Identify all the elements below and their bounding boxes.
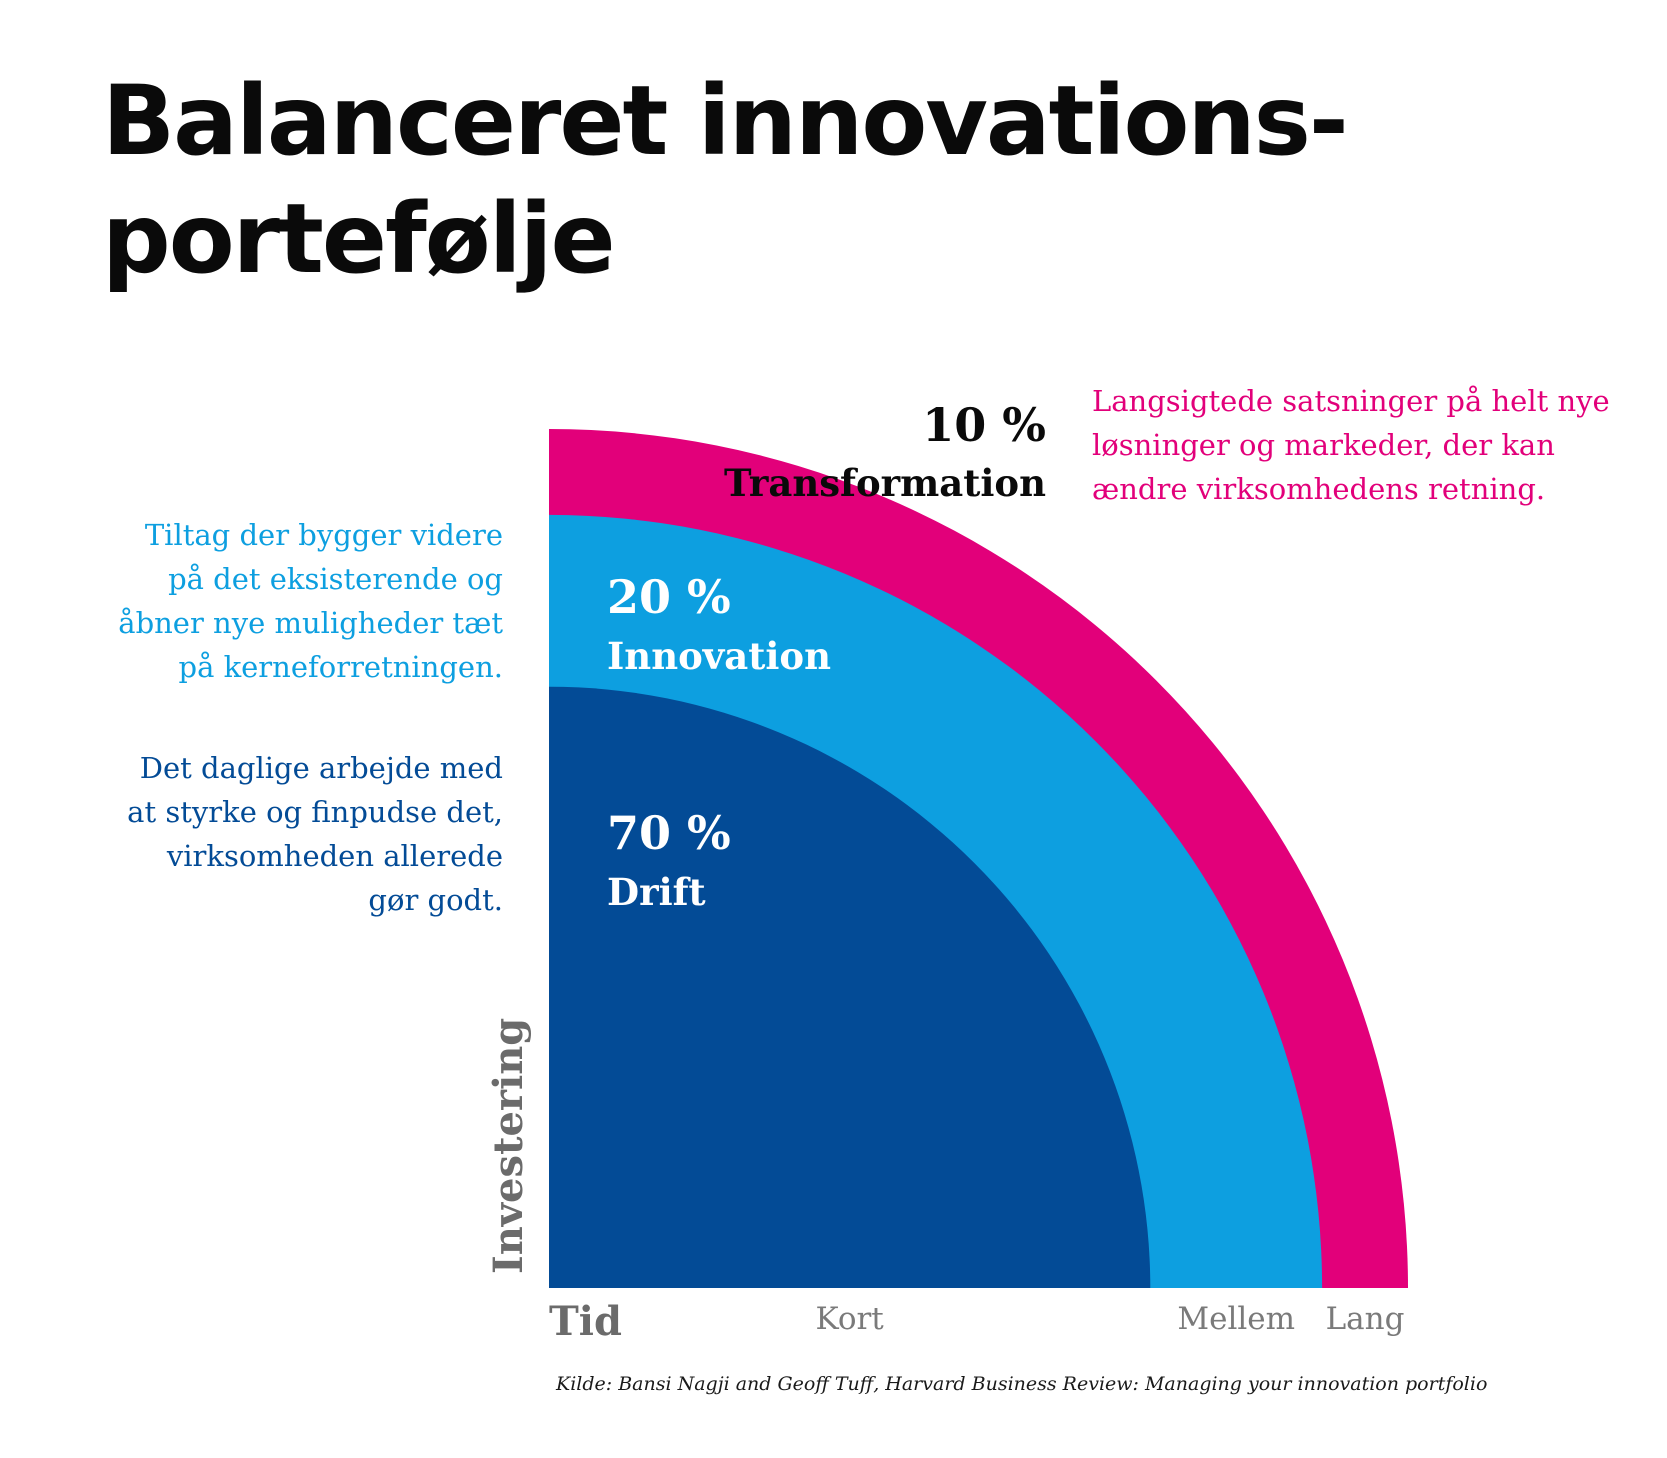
innovation-name-label: Innovation — [607, 634, 831, 678]
innovation-description-line: åbner nye muligheder tæt — [118, 606, 503, 640]
x-tick-label-kort: Kort — [816, 1301, 885, 1337]
drift-description-line: at styrke og finpudse det, — [127, 795, 503, 829]
x-axis-label: Tid — [549, 1298, 622, 1345]
drift-band — [549, 686, 1151, 1288]
drift-description-line: Det daglige arbejde med — [139, 751, 503, 785]
transformation-name-label: Transformation — [724, 461, 1046, 505]
x-tick-label-lang: Lang — [1326, 1301, 1405, 1337]
y-axis-label: Investering — [485, 1018, 532, 1274]
transformation-description-line: ændre virksomhedens retning. — [1092, 472, 1546, 506]
innovation-description-line: Tiltag der bygger videre — [144, 518, 503, 552]
innovation-description-line: på kerneforretningen. — [178, 650, 504, 684]
transformation-percent-label: 10 % — [922, 398, 1046, 452]
drift-description-line: gør godt. — [368, 883, 503, 917]
title-line-2: portefølje — [102, 183, 616, 295]
innovation-description: Tiltag der bygger videre på det eksister… — [118, 513, 503, 689]
transformation-description-line: Langsigtede satsninger på helt nye — [1092, 384, 1610, 418]
transformation-description: Langsigtede satsninger på helt nye løsni… — [1092, 379, 1610, 511]
title-line-1: Balanceret innovations- — [102, 65, 1349, 177]
drift-name-label: Drift — [607, 870, 706, 914]
drift-description-line: virksomheden allerede — [166, 839, 503, 873]
innovation-description-line: på det eksisterende og — [168, 562, 503, 596]
innovation-percent-label: 20 % — [607, 570, 731, 624]
page-title: Balanceret innovations- portefølje — [102, 62, 1349, 298]
source-citation: Kilde: Bansi Nagji and Geoff Tuff, Harva… — [556, 1373, 1488, 1395]
drift-description: Det daglige arbejde med at styrke og fin… — [127, 746, 503, 922]
x-tick-label-mellem: Mellem — [1177, 1301, 1295, 1337]
drift-percent-label: 70 % — [607, 806, 731, 860]
transformation-description-line: løsninger og markeder, der kan — [1092, 428, 1555, 462]
